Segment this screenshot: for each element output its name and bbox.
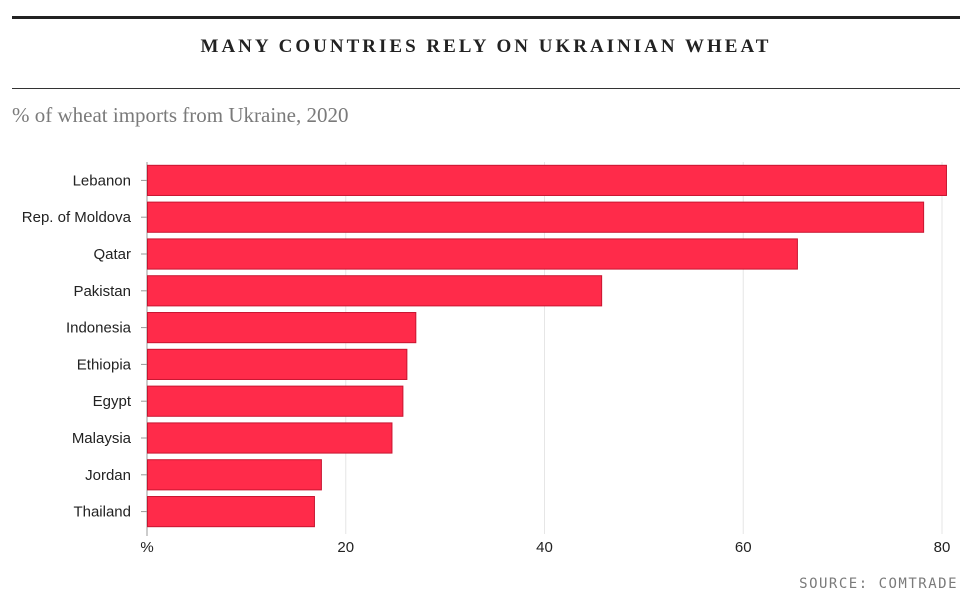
x-tick-label: 60 bbox=[735, 539, 752, 556]
x-tick-label: 40 bbox=[536, 539, 553, 556]
category-label: Pakistan bbox=[73, 283, 131, 300]
bar bbox=[147, 385, 404, 417]
bar bbox=[147, 238, 798, 270]
category-label: Jordan bbox=[85, 467, 131, 484]
bar bbox=[147, 348, 408, 380]
bar bbox=[147, 496, 315, 528]
x-tick-label: % bbox=[140, 539, 153, 556]
category-label: Rep. of Moldova bbox=[22, 209, 132, 226]
source-note: SOURCE: COMTRADE bbox=[799, 576, 958, 592]
category-label: Qatar bbox=[93, 246, 131, 263]
category-label: Malaysia bbox=[72, 430, 132, 447]
category-label: Ethiopia bbox=[77, 356, 132, 373]
bar bbox=[147, 201, 925, 233]
bar bbox=[147, 459, 322, 491]
chart-title: MANY COUNTRIES RELY ON UKRAINIAN WHEAT bbox=[200, 36, 772, 57]
top-rule bbox=[12, 16, 960, 19]
x-tick-label: 20 bbox=[337, 539, 354, 556]
category-label: Indonesia bbox=[66, 320, 132, 337]
category-label: Lebanon bbox=[73, 172, 131, 189]
category-label: Thailand bbox=[73, 504, 131, 521]
bar bbox=[147, 312, 417, 344]
bar bbox=[147, 164, 947, 196]
title-divider bbox=[12, 88, 960, 89]
bar bbox=[147, 422, 393, 454]
x-tick-label: 80 bbox=[934, 539, 951, 556]
chart-subtitle: % of wheat imports from Ukraine, 2020 bbox=[12, 103, 349, 127]
category-label: Egypt bbox=[93, 393, 132, 410]
bar bbox=[147, 275, 603, 307]
